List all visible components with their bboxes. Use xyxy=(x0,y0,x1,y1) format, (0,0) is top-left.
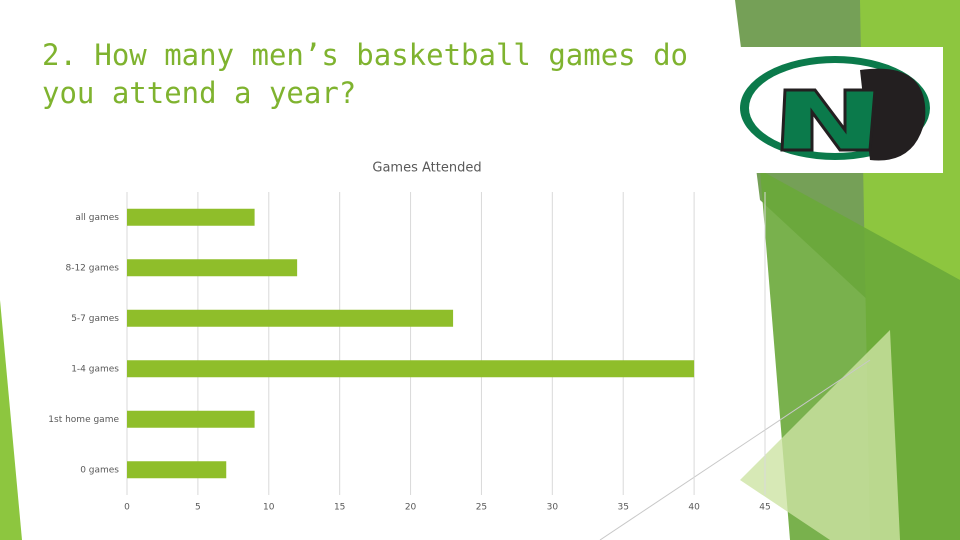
logo xyxy=(780,88,877,152)
y-tick-label: 0 games xyxy=(80,465,119,475)
x-tick-label: 0 xyxy=(124,503,130,513)
decoration xyxy=(740,330,900,540)
bar xyxy=(127,259,298,277)
bar xyxy=(127,309,454,327)
slide-title: 2. How many men’s basketball games do yo… xyxy=(42,38,689,110)
x-tick-label: 15 xyxy=(334,503,345,513)
y-tick-label: all games xyxy=(75,213,119,223)
bar xyxy=(127,208,255,226)
decoration xyxy=(0,300,22,540)
x-tick-label: 35 xyxy=(617,503,628,513)
x-tick-label: 45 xyxy=(759,503,770,513)
x-tick-label: 5 xyxy=(195,503,201,513)
bar xyxy=(127,360,695,378)
bar xyxy=(127,410,255,428)
y-tick-label: 5-7 games xyxy=(71,314,119,324)
x-tick-label: 40 xyxy=(688,503,700,513)
x-tick-label: 20 xyxy=(405,503,417,513)
bar xyxy=(127,461,227,479)
decoration xyxy=(599,359,871,540)
x-tick-label: 25 xyxy=(476,503,487,513)
y-tick-label: 8-12 games xyxy=(65,263,119,273)
chart-title: Games Attended xyxy=(372,161,481,176)
x-tick-label: 30 xyxy=(547,503,559,513)
y-tick-label: 1-4 games xyxy=(71,364,119,374)
x-tick-label: 10 xyxy=(263,503,275,513)
y-tick-label: 1st home game xyxy=(48,415,119,425)
